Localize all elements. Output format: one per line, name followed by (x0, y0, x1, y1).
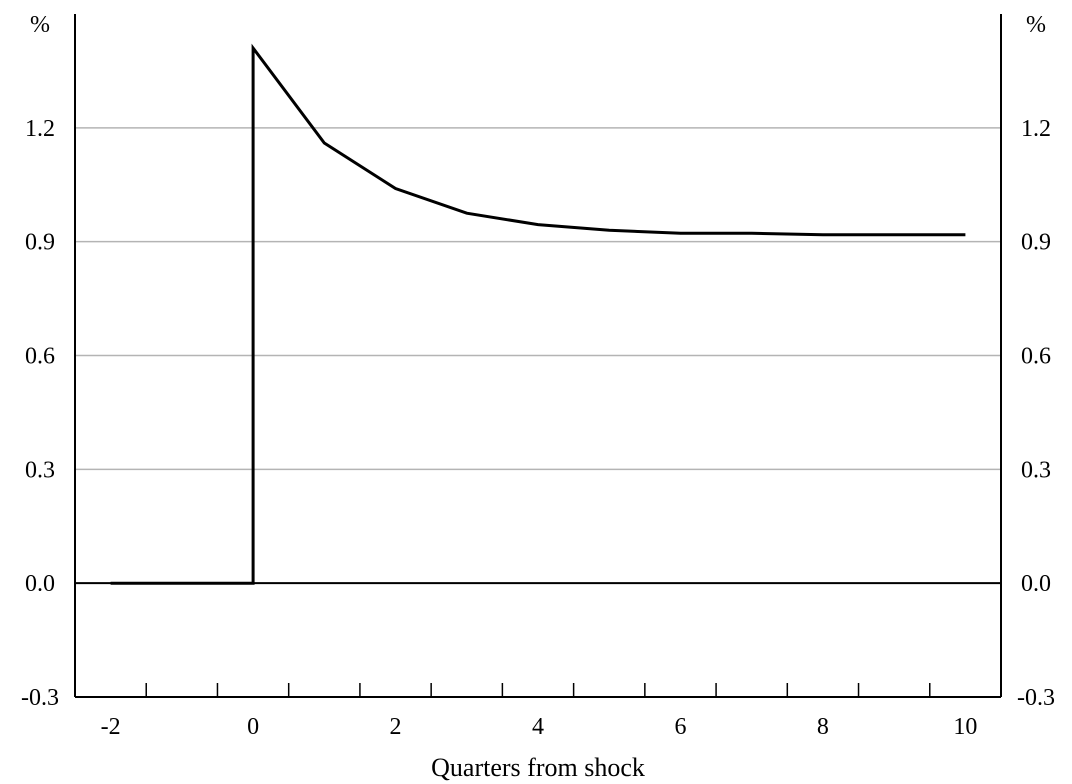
x-tick-label: 4 (532, 714, 544, 740)
y-tick-label-left: 1.2 (25, 116, 55, 142)
y-tick-label-right: -0.3 (1017, 685, 1055, 711)
x-tick-label: 6 (674, 714, 686, 740)
y-tick-label-right: 0.3 (1021, 457, 1051, 483)
y-tick-label-right: 1.2 (1021, 116, 1051, 142)
tick-labels: -0.3 -0.3 0.0 0.0 0.3 0.3 0.6 0.6 0.9 0.9 1.2 1.2 -2… (21, 116, 1055, 740)
x-tick-label: -2 (101, 714, 121, 740)
y-tick-label-right: 0.0 (1021, 571, 1051, 597)
grid-lines (75, 127, 1001, 585)
y-tick-label-left: 0.6 (25, 344, 55, 370)
x-tick-label: 8 (817, 714, 829, 740)
y-tick-label-right: 0.6 (1021, 344, 1051, 370)
left-unit-label: % (30, 12, 50, 38)
right-unit-label: % (1026, 12, 1046, 38)
x-tick-label: 0 (247, 714, 259, 740)
x-axis-title: Quarters from shock (431, 753, 645, 782)
y-tick-label-left: 0.0 (25, 571, 55, 597)
y-tick-label-left: 0.9 (25, 230, 55, 256)
y-tick-label-left: -0.3 (21, 685, 59, 711)
series-lines (110, 43, 966, 585)
x-tick-label: 10 (953, 714, 977, 740)
y-tick-label-right: 0.9 (1021, 230, 1051, 256)
x-tick-label: 2 (390, 714, 402, 740)
axes (74, 14, 1002, 698)
y-tick-label-left: 0.3 (25, 457, 55, 483)
series-line (110, 43, 966, 585)
